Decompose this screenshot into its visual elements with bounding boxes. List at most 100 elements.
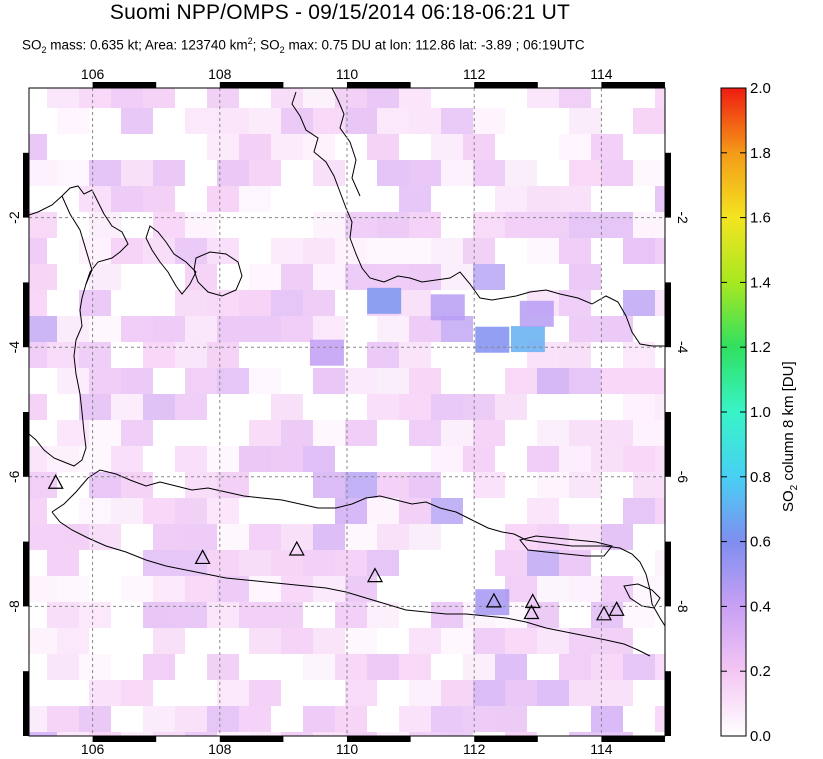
colorbar-tick-label: 0.8 [750,469,771,486]
so2-pixel-high [475,589,510,616]
so2-pixel [409,732,441,736]
colorbar-tick-label: 1.2 [750,339,771,356]
so2-pixel [249,420,281,446]
so2-pixel [505,576,537,602]
so2-pixel [473,160,505,186]
so2-pixel [377,472,409,498]
so2-pixel [121,680,153,706]
so2-pixel [399,186,431,212]
so2-pixel-high [367,287,402,314]
gridline-layer [29,88,665,736]
so2-pixel [207,134,239,160]
so2-pixel [79,446,111,472]
map-frame-bars [23,82,671,742]
so2-pixel [89,420,121,446]
so2-pixel [537,628,569,654]
so2-pixel [57,628,89,654]
so2-pixel [143,342,175,368]
so2-pixel [249,628,281,654]
so2-pixel [367,342,399,368]
so2-pixel [399,394,431,420]
so2-pixel [409,316,441,342]
so2-pixel [153,160,185,186]
lon-tick-label-bottom: 112 [463,741,486,757]
so2-pixel [303,706,335,732]
lat-tick-label-left: -2 [6,211,22,224]
so2-pixel [441,628,473,654]
so2-pixel-high [519,300,554,327]
so2-pixel [111,394,143,420]
so2-pixel-high [510,326,545,353]
lon-tick-label-top: 110 [336,66,359,82]
lat-tick-label-right: -4 [675,341,691,354]
so2-pixel [79,88,111,108]
so2-pixel [345,576,377,602]
so2-pixel [143,498,175,524]
so2-pixel [409,212,441,238]
triangle-icon [288,540,305,556]
so2-pixel [505,160,537,186]
so2-pixel [57,576,89,602]
so2-pixel [601,420,633,446]
so2-pixel [89,316,121,342]
so2-pixel [271,290,303,316]
so2-pixel [345,628,377,654]
colorbar-tick-label: 0.2 [750,663,771,680]
max-location-text: max: 0.75 DU at lon: 112.86 lat: -3.89 ;… [284,37,585,53]
frame-bar-top [347,82,411,88]
frame-bar-left [23,671,29,736]
so2-pixel [89,680,121,706]
frame-bar-left [23,152,29,218]
so2-pixel [47,550,79,576]
so2-pixel [367,238,399,264]
so2-pixel [281,628,313,654]
so2-pixel [569,628,601,654]
so2-pixel [559,88,591,108]
so2-pixel [79,498,111,524]
so2-pixel [409,420,441,446]
so2-pixel [495,654,527,680]
so2-pixel [601,212,633,238]
so2-pixel [303,238,335,264]
triangle-icon [523,604,540,620]
so2-pixel [655,290,665,316]
so2-pixel [441,732,473,736]
so2-pixel [495,706,527,732]
frame-bar-bottom [601,736,665,742]
frame-bar-bottom [347,736,411,742]
so2-pixel [313,368,345,394]
so2-pixel [239,290,271,316]
colorbar-title-so: SO [780,490,797,512]
so2-pixel [143,88,175,108]
so2-pixel [47,446,79,472]
so2-pixel [633,108,665,134]
so2-pixel-high [309,339,344,366]
so2-pixel [153,524,185,550]
so2-pixel [431,238,463,264]
so2-pixel [143,706,175,732]
so2-pixel [121,732,153,736]
so2-pixel [505,680,537,706]
so2-pixel [441,108,473,134]
frame-bar-right [665,282,671,348]
so2-pixel [143,602,175,628]
so2-pixel [463,134,495,160]
so2-pixel [207,342,239,368]
so2-pixel [335,654,367,680]
lon-tick-label-top: 114 [590,66,613,82]
so2-pixel [569,680,601,706]
lon-tick-label-bottom: 114 [590,741,613,757]
lat-tick-label-left: -8 [6,600,22,613]
so2-pixel [527,446,559,472]
so2-pixel [217,732,249,736]
so2-pixel [601,680,633,706]
lon-tick-label-top: 106 [81,66,105,82]
so2-pixel [537,576,569,602]
so2-pixel [175,446,207,472]
so2-pixel [153,628,185,654]
so2-pixel [473,264,505,290]
colorbar-tick-label: 1.6 [750,210,771,227]
so2-pixel [377,160,409,186]
so2-pixel [473,472,505,498]
so2-pixel [281,420,313,446]
